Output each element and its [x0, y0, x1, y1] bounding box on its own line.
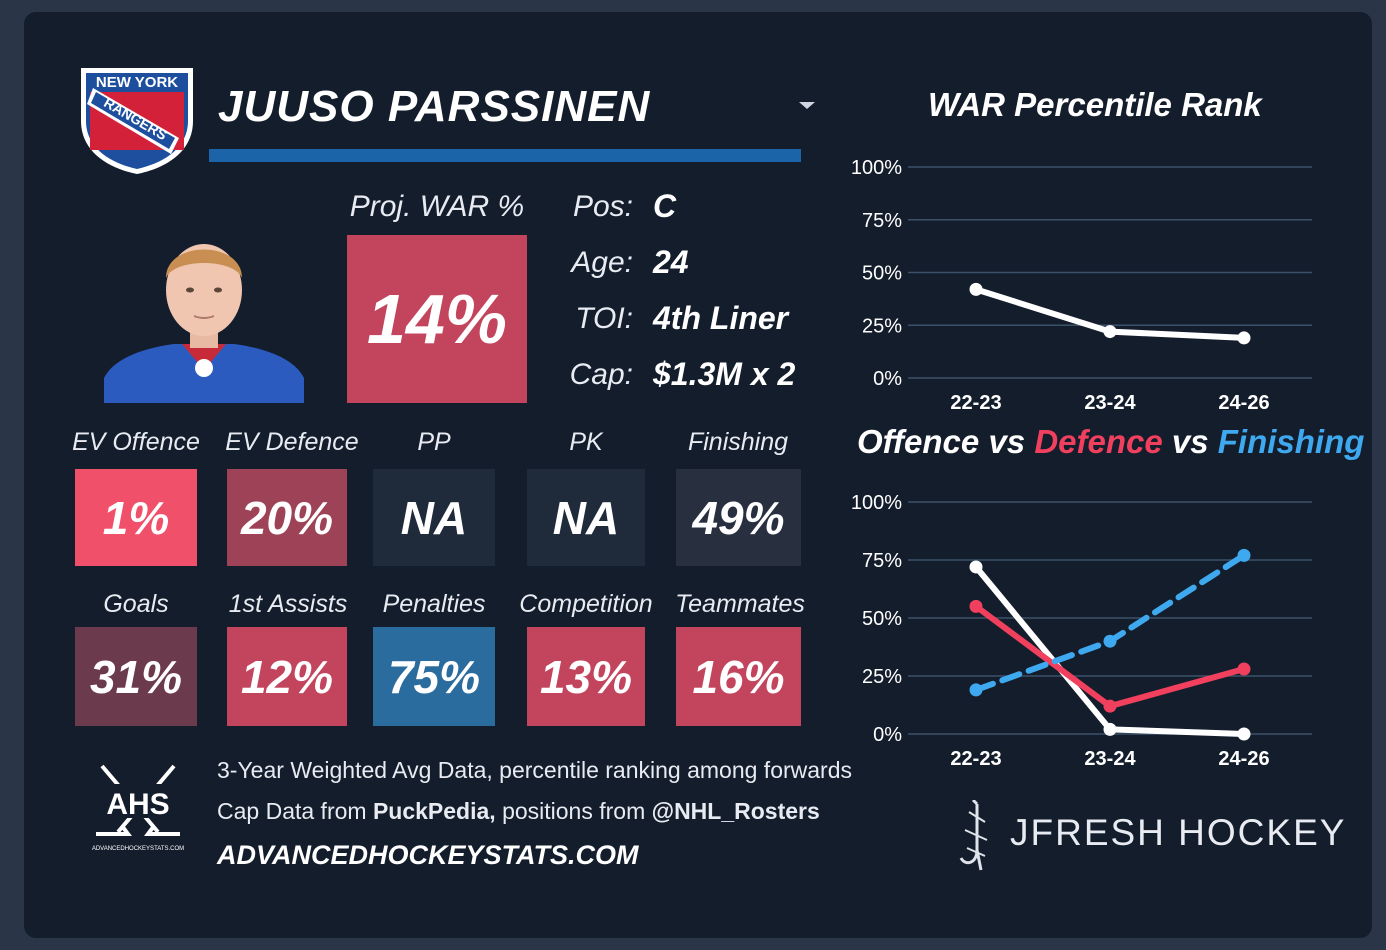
y-tick-label: 25% [862, 315, 902, 337]
data-point [1103, 325, 1117, 339]
comparison-chart-title: Offence vs Defence vs Finishing [857, 423, 1364, 461]
jfresh-logo-icon [959, 800, 988, 871]
series-line [973, 552, 1247, 693]
data-point [969, 599, 983, 613]
cap-label: Cap: [569, 358, 633, 391]
pp-label: PP [417, 428, 451, 456]
data-point [1237, 548, 1251, 562]
competition-value: 13% [527, 627, 645, 726]
pk-label: PK [569, 428, 603, 456]
data-point [1237, 331, 1251, 345]
y-tick-label: 75% [862, 210, 902, 232]
y-tick-label: 50% [862, 608, 902, 630]
jfresh-brand: JFRESH HOCKEY [1010, 812, 1347, 853]
goals-value: 31% [75, 627, 197, 726]
pp-value: NA [373, 469, 495, 566]
y-tick-label: 100% [851, 157, 902, 179]
age-label: Age: [571, 246, 633, 279]
pk-value: NA [527, 469, 645, 566]
proj-war-label: Proj. WAR % [349, 190, 525, 223]
finishing-label: Finishing [687, 428, 789, 456]
x-tick-label: 22-23 [950, 392, 1001, 414]
ahs-logo: AHS ADVANCEDHOCKEYSTATS.COM [92, 764, 184, 852]
finishing-value: 49% [676, 469, 801, 566]
age-value: 24 [653, 244, 689, 280]
ev-defence-label: EV Defence [225, 428, 359, 456]
player-name: JUUSO PARSSINEN [218, 82, 651, 131]
first-assists-label: 1st Assists [228, 590, 348, 618]
teammates-value: 16% [676, 627, 801, 726]
x-tick-label: 23-24 [1084, 392, 1136, 414]
pos-label: Pos: [572, 190, 633, 223]
title-finishing: Finishing [1217, 423, 1365, 460]
penalties-label: Penalties [382, 590, 486, 618]
footnote-data-source: 3-Year Weighted Avg Data, percentile ran… [217, 757, 853, 783]
y-tick-label: 0% [873, 368, 902, 390]
ahs-logo-text: AHS [106, 788, 169, 821]
footnote-cap-source: Cap Data from PuckPedia, positions from … [217, 798, 820, 824]
y-tick-label: 75% [862, 550, 902, 572]
data-point [1237, 727, 1251, 741]
title-defence: Defence [1034, 423, 1163, 460]
war-chart-title: WAR Percentile Rank [928, 86, 1262, 123]
rangers-logo-text: NEW YORK [96, 74, 178, 91]
pos-value: C [653, 188, 677, 224]
title-vs: vs [1162, 423, 1218, 460]
war-percentile-chart: 0% 25% 50% 75% 100% 22-23 23-24 24-26 [851, 157, 1312, 414]
toi-value: 4th Liner [653, 300, 789, 336]
goals-label: Goals [103, 590, 169, 618]
penalties-value: 75% [373, 627, 495, 726]
title-underline [209, 149, 801, 162]
offence-defence-finishing-chart: 0% 25% 50% 75% 100% 22-23 23-24 24-26 [851, 492, 1312, 770]
ev-defence-value: 20% [227, 469, 347, 566]
title-vs: vs [979, 423, 1035, 460]
y-tick-label: 25% [862, 666, 902, 688]
data-point [969, 683, 983, 697]
data-point [969, 282, 983, 296]
first-assists-value: 12% [227, 627, 347, 726]
y-tick-label: 50% [862, 263, 902, 285]
ev-offence-value: 1% [75, 469, 197, 566]
x-tick-label: 22-23 [950, 748, 1001, 770]
teammates-label: Teammates [675, 590, 805, 618]
y-tick-label: 100% [851, 492, 902, 514]
ahs-logo-subtext: ADVANCEDHOCKEYSTATS.COM [92, 846, 184, 852]
player-photo [104, 244, 304, 403]
chevron-down-icon[interactable] [799, 102, 815, 109]
ev-offence-label: EV Offence [72, 428, 200, 456]
x-tick-label: 24-26 [1218, 748, 1269, 770]
title-offence: Offence [857, 423, 980, 460]
series-line [973, 603, 1247, 710]
proj-war-value: 14% [347, 235, 527, 403]
data-point [1103, 722, 1117, 736]
data-point [1103, 634, 1117, 648]
data-point [1237, 662, 1251, 676]
data-point [969, 560, 983, 574]
cap-value: $1.3M x 2 [653, 356, 796, 392]
toi-label: TOI: [575, 302, 633, 335]
site-link[interactable]: ADVANCEDHOCKEYSTATS.COM [217, 840, 639, 870]
y-tick-label: 0% [873, 724, 902, 746]
competition-label: Competition [519, 590, 653, 618]
data-point [1103, 699, 1117, 713]
x-tick-label: 23-24 [1084, 748, 1136, 770]
rangers-logo: NEW YORK RANGERS [81, 68, 193, 174]
x-tick-label: 24-26 [1218, 392, 1269, 414]
